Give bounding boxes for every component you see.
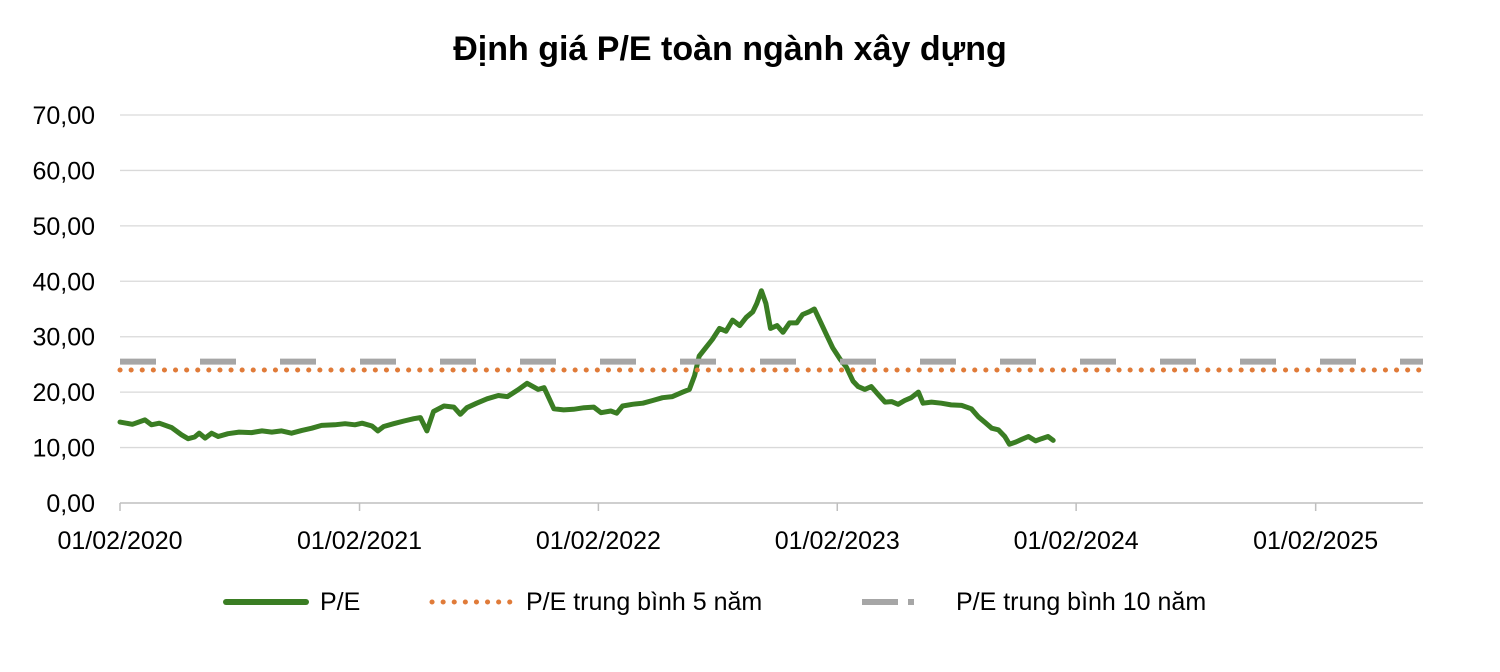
y-tick-label: 40,00 [32, 268, 95, 296]
legend-swatch [862, 599, 942, 605]
chart-title: Định giá P/E toàn ngành xây dựng [453, 30, 1007, 68]
x-axis-ticks: 01/02/2020 01/02/2021 01/02/2022 01/02/2023… [57, 503, 1378, 555]
legend-label: P/E [320, 587, 361, 616]
legend-label: P/E trung bình 10 năm [956, 587, 1207, 616]
y-tick-label: 60,00 [32, 157, 95, 185]
y-tick-label: 10,00 [32, 435, 95, 463]
legend-swatch [429, 599, 515, 605]
legend-item-2: P/E trung bình 10 năm [858, 582, 1206, 622]
y-tick-label: 70,00 [32, 102, 95, 130]
x-tick-label: 01/02/2024 [1014, 527, 1139, 555]
x-tick-label: 01/02/2025 [1253, 527, 1378, 555]
x-tick-label: 01/02/2022 [536, 527, 661, 555]
legend-item-0: P/E [222, 582, 360, 622]
legend-item-1: P/E trung bình 5 năm [428, 582, 762, 622]
series-layer [117, 288, 1426, 447]
x-tick-label: 01/02/2023 [775, 527, 900, 555]
x-tick-label: 01/02/2021 [297, 527, 422, 555]
y-axis-ticks: 0,00 10,00 20,00 30,00 40,00 50,00 60,00 70,00 [32, 102, 95, 518]
series-line-0 [117, 288, 1056, 447]
grid-layer [120, 114, 1423, 504]
legend-label: P/E trung bình 5 năm [526, 587, 763, 616]
x-tick-label: 01/02/2020 [57, 527, 182, 555]
chart-plot: 0,0010,0020,0030,0040,0050,0060,0070,00 … [32, 102, 1426, 555]
legend-swatch [223, 599, 309, 605]
legend: P/E P/E trung bình 5 năm P/E trung bình 10… [0, 582, 1500, 622]
y-tick-label: 50,00 [32, 213, 95, 241]
y-tick-label: 20,00 [32, 379, 95, 407]
y-tick-label: 0,00 [46, 490, 95, 518]
y-tick-label: 30,00 [32, 324, 95, 352]
